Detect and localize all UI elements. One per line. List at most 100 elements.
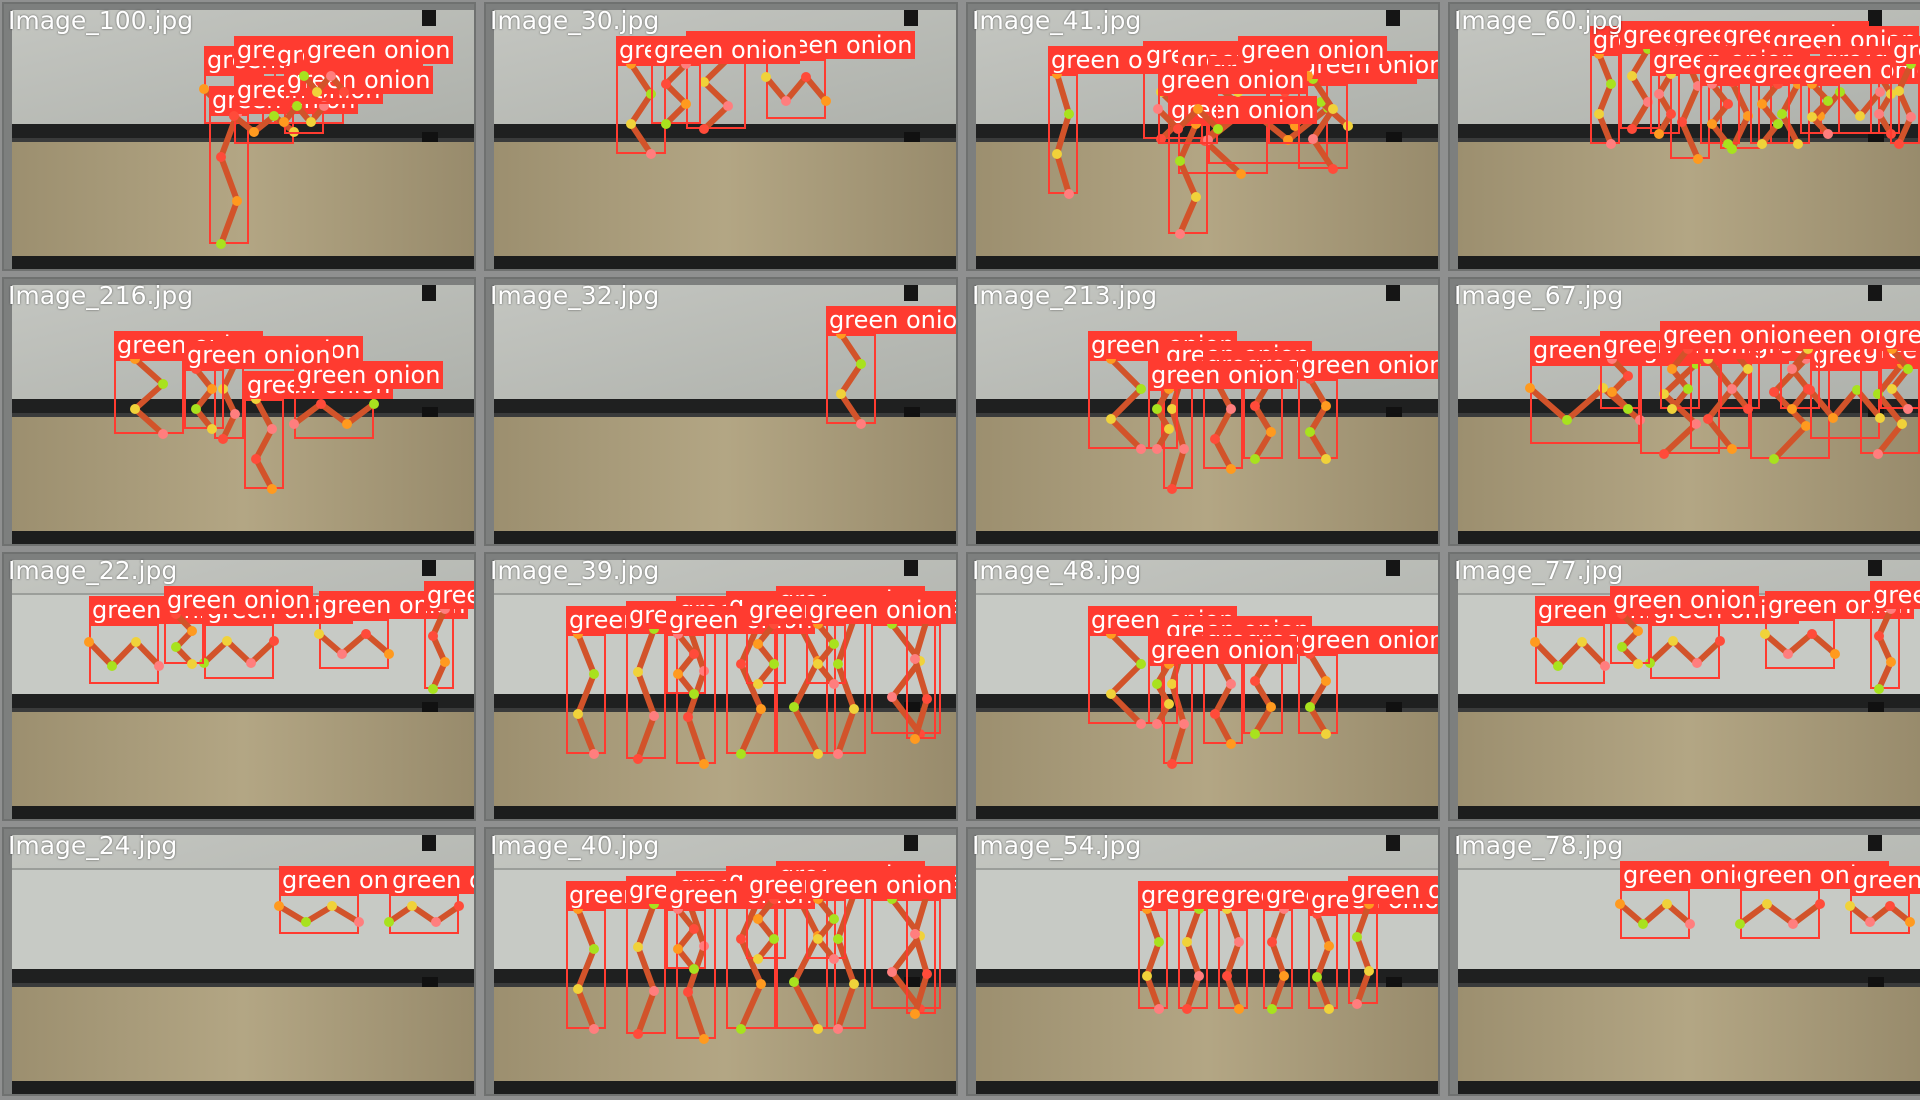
keypoint (1743, 110, 1753, 121)
keypoint (1685, 919, 1695, 929)
image-filename: Image_48.jpg (972, 556, 1142, 585)
keypoint (300, 917, 311, 927)
keypoint (1607, 354, 1617, 364)
keypoint (699, 1034, 709, 1044)
keypoint (1645, 657, 1655, 668)
keypoint (1807, 112, 1817, 123)
keypoint (769, 934, 779, 944)
keypoint (1783, 649, 1794, 659)
keypoint (813, 749, 823, 759)
keypoint (1743, 364, 1753, 374)
keypoint (1823, 129, 1833, 139)
keypoint (1638, 919, 1649, 929)
keypoint (199, 84, 209, 94)
keypoint (699, 759, 709, 769)
keypoint (1179, 719, 1189, 729)
image-filename: Image_30.jpg (490, 6, 660, 35)
keypoint (1623, 404, 1633, 414)
bounding-box (626, 629, 666, 759)
keypoint (829, 679, 839, 689)
keypoint (229, 111, 239, 121)
keypoint (689, 964, 699, 974)
keypoint (1777, 109, 1787, 119)
keypoint (736, 934, 746, 944)
keypoint (1897, 419, 1907, 429)
detection-label: green onion (826, 306, 956, 334)
keypoint (1615, 899, 1625, 909)
keypoint (1727, 144, 1737, 154)
keypoint (1806, 629, 1817, 639)
bounding-box (826, 334, 876, 424)
keypoint (1815, 111, 1825, 121)
keypoint (813, 619, 823, 629)
detection-label: green onion (1148, 636, 1298, 664)
bounding-box (389, 894, 459, 934)
keypoint (1267, 937, 1277, 948)
keypoint (573, 629, 583, 639)
image-filename: Image_216.jpg (8, 281, 194, 310)
keypoint (130, 404, 140, 414)
keypoint (1793, 79, 1803, 89)
keypoint (1715, 635, 1725, 646)
keypoint (1643, 44, 1653, 54)
keypoint (915, 1004, 925, 1014)
keypoint (813, 1024, 823, 1034)
keypoint (781, 96, 791, 106)
keypoint (251, 394, 261, 404)
bounding-box (746, 624, 786, 684)
keypoint (1887, 384, 1897, 394)
keypoint (1305, 649, 1315, 659)
keypoint (1801, 420, 1811, 431)
keypoint (1152, 444, 1162, 454)
keypoint (1677, 117, 1687, 128)
keypoint (232, 195, 242, 206)
keypoint (1654, 89, 1664, 99)
keypoint (1179, 444, 1189, 454)
keypoint (1525, 383, 1535, 393)
keypoint (1769, 387, 1779, 398)
keypoint (769, 659, 779, 669)
keypoint (1226, 404, 1236, 414)
keypoint (736, 659, 746, 669)
detection-label: green onion (424, 581, 474, 609)
bounding-box (319, 619, 389, 669)
keypoint (1906, 59, 1916, 69)
keypoint (801, 72, 811, 82)
keypoint (736, 749, 746, 759)
keypoint (661, 119, 671, 129)
detection-label: green onion (1870, 581, 1920, 609)
keypoint (269, 111, 279, 121)
keypoint (689, 649, 699, 659)
keypoint (1321, 675, 1331, 686)
keypoint (440, 657, 450, 668)
bounding-box (1168, 124, 1208, 234)
keypoint (849, 704, 859, 714)
keypoint (428, 684, 438, 694)
bounding-box (1148, 664, 1178, 724)
keypoint (1886, 604, 1896, 614)
detection-label: green onion (806, 871, 956, 899)
bounding-box (1800, 84, 1840, 134)
keypoint (1234, 937, 1244, 948)
keypoint (649, 710, 659, 721)
keypoint (1723, 139, 1733, 149)
keypoint (915, 729, 925, 739)
keypoint (910, 929, 920, 939)
keypoint (1851, 385, 1862, 395)
keypoint (1154, 1004, 1164, 1014)
keypoint (1693, 154, 1703, 164)
keypoint (1226, 679, 1236, 689)
keypoint (1561, 415, 1572, 425)
bounding-box (1218, 909, 1248, 1009)
bounding-box (424, 609, 454, 689)
keypoint (1250, 454, 1260, 464)
keypoint (922, 969, 932, 979)
keypoint (856, 359, 866, 369)
keypoint (187, 659, 197, 669)
